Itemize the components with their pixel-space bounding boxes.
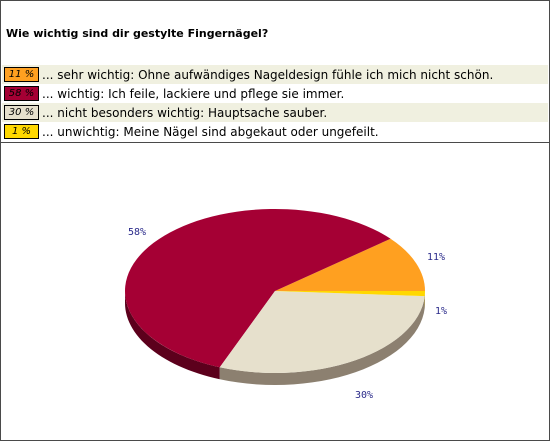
slice-percent-label: 58% <box>128 227 146 238</box>
pie-slice <box>275 238 425 291</box>
legend: 11 % ... sehr wichtig: Ohne aufwändiges … <box>2 65 548 141</box>
pie-slice <box>219 291 425 373</box>
percent-badge: 58 % <box>4 86 39 101</box>
legend-row: 58 % ... wichtig: Ich feile, lackiere un… <box>2 84 548 103</box>
pie-slice-side <box>125 291 220 380</box>
legend-row: 1 % ... unwichtig: Meine Nägel sind abge… <box>2 122 548 141</box>
percent-badge: 11 % <box>4 67 39 82</box>
slice-percent-label: 1% <box>435 306 447 317</box>
legend-label: ... sehr wichtig: Ohne aufwändiges Nagel… <box>42 67 494 82</box>
pie-slice <box>125 208 391 368</box>
legend-row: 30 % ... nicht besonders wichtig: Haupts… <box>2 103 548 122</box>
legend-label: ... nicht besonders wichtig: Hauptsache … <box>42 105 328 120</box>
pie-chart: 11% 58% 30% 1% <box>125 208 447 401</box>
slice-percent-label: 30% <box>355 390 373 401</box>
poll-question: Wie wichtig sind dir gestylte Fingernäge… <box>6 27 269 40</box>
pie-slice-side <box>219 296 425 385</box>
slice-percent-label: 11% <box>427 252 445 263</box>
legend-row: 11 % ... sehr wichtig: Ohne aufwändiges … <box>2 65 548 84</box>
legend-label: ... wichtig: Ich feile, lackiere und pfl… <box>42 86 345 101</box>
percent-badge: 30 % <box>4 105 39 120</box>
percent-badge: 1 % <box>4 124 39 139</box>
pie-slice <box>275 291 425 297</box>
divider <box>0 142 550 143</box>
legend-label: ... unwichtig: Meine Nägel sind abgekaut… <box>42 124 379 139</box>
